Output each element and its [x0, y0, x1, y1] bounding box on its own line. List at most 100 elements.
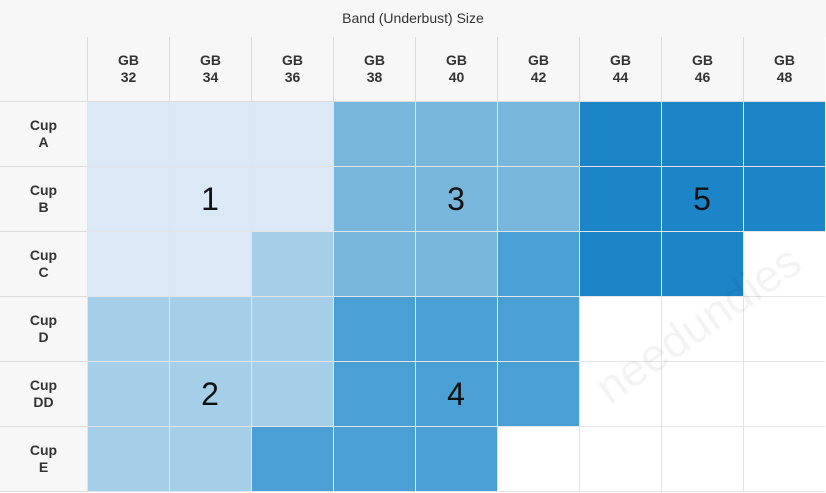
size-cell — [169, 232, 251, 297]
column-header-size: 48 — [776, 69, 793, 85]
row-header-cup: E — [38, 459, 49, 475]
column-header-gb44: GB 44 — [579, 37, 661, 102]
size-cell — [579, 167, 661, 232]
column-header-gb38: GB 38 — [333, 37, 415, 102]
size-cell — [415, 102, 497, 167]
size-cell — [661, 297, 743, 362]
column-header-size: 32 — [120, 69, 137, 85]
column-header-gb46: GB 46 — [661, 37, 743, 102]
column-header-prefix: GB — [446, 52, 467, 68]
row-header-cup-dd: Cup DD — [0, 362, 87, 427]
row-header-cup-e: Cup E — [0, 427, 87, 492]
column-header-size: 42 — [530, 69, 547, 85]
column-header-prefix: GB — [774, 52, 795, 68]
size-cell — [87, 297, 169, 362]
row-header-prefix: Cup — [29, 312, 58, 328]
row-header-prefix: Cup — [29, 442, 58, 458]
column-header-prefix: GB — [528, 52, 549, 68]
size-cell — [251, 362, 333, 427]
size-cell — [87, 167, 169, 232]
size-cell — [169, 362, 251, 427]
row-header-cup: C — [38, 264, 49, 280]
size-cell — [333, 232, 415, 297]
size-cell — [251, 167, 333, 232]
size-cell — [661, 362, 743, 427]
corner-cell — [0, 37, 87, 102]
size-cell — [497, 232, 579, 297]
size-cell — [579, 102, 661, 167]
column-header-size: 46 — [694, 69, 711, 85]
size-cell — [579, 297, 661, 362]
size-cell — [251, 102, 333, 167]
size-cell — [87, 427, 169, 492]
size-cell — [743, 232, 825, 297]
column-header-size: 38 — [366, 69, 383, 85]
chart-title: Band (Underbust) Size — [0, 0, 826, 37]
size-cell — [87, 362, 169, 427]
size-cell — [743, 102, 825, 167]
size-cell — [333, 427, 415, 492]
row-header-prefix: Cup — [29, 117, 58, 133]
column-header-prefix: GB — [610, 52, 631, 68]
size-cell — [579, 232, 661, 297]
size-cell — [497, 297, 579, 362]
row-header-cup-b: Cup B — [0, 167, 87, 232]
row-header-prefix: Cup — [29, 182, 58, 198]
size-cell — [661, 167, 743, 232]
size-cell — [743, 297, 825, 362]
row-header-cup: B — [38, 199, 49, 215]
size-cell — [333, 167, 415, 232]
size-cell — [333, 102, 415, 167]
size-cell — [87, 102, 169, 167]
column-header-prefix: GB — [692, 52, 713, 68]
size-cell — [661, 427, 743, 492]
size-cell — [333, 362, 415, 427]
column-header-prefix: GB — [118, 52, 139, 68]
size-cell — [497, 102, 579, 167]
row-header-cup-a: Cup A — [0, 102, 87, 167]
row-header-cup: DD — [33, 394, 54, 410]
row-header-cup: D — [38, 329, 49, 345]
size-cell — [579, 427, 661, 492]
size-cell — [169, 427, 251, 492]
size-cell — [415, 362, 497, 427]
size-cell — [415, 427, 497, 492]
size-cell — [497, 362, 579, 427]
size-cell — [169, 167, 251, 232]
column-header-prefix: GB — [282, 52, 303, 68]
column-header-size: 44 — [612, 69, 629, 85]
size-cell — [415, 232, 497, 297]
size-cell — [497, 167, 579, 232]
column-header-size: 40 — [448, 69, 465, 85]
size-cell — [579, 362, 661, 427]
size-cell — [169, 102, 251, 167]
column-header-prefix: GB — [364, 52, 385, 68]
column-header-size: 34 — [202, 69, 219, 85]
size-cell — [251, 232, 333, 297]
size-cell — [497, 427, 579, 492]
size-cell — [415, 297, 497, 362]
size-cell — [743, 427, 825, 492]
column-header-gb42: GB 42 — [497, 37, 579, 102]
row-header-prefix: Cup — [29, 247, 58, 263]
row-header-cup-c: Cup C — [0, 232, 87, 297]
row-header-prefix: Cup — [29, 377, 58, 393]
size-cell — [661, 232, 743, 297]
size-cell — [333, 297, 415, 362]
column-header-size: 36 — [284, 69, 301, 85]
column-header-prefix: GB — [200, 52, 221, 68]
column-header-gb34: GB 34 — [169, 37, 251, 102]
size-cell — [743, 362, 825, 427]
column-header-gb48: GB 48 — [743, 37, 825, 102]
column-header-gb40: GB 40 — [415, 37, 497, 102]
size-cell — [87, 232, 169, 297]
size-cell — [251, 427, 333, 492]
size-cell — [415, 167, 497, 232]
column-header-gb32: GB 32 — [87, 37, 169, 102]
size-cell — [661, 102, 743, 167]
size-cell — [743, 167, 825, 232]
row-header-cup-d: Cup D — [0, 297, 87, 362]
column-header-gb36: GB 36 — [251, 37, 333, 102]
row-header-cup: A — [38, 134, 49, 150]
size-cell — [169, 297, 251, 362]
